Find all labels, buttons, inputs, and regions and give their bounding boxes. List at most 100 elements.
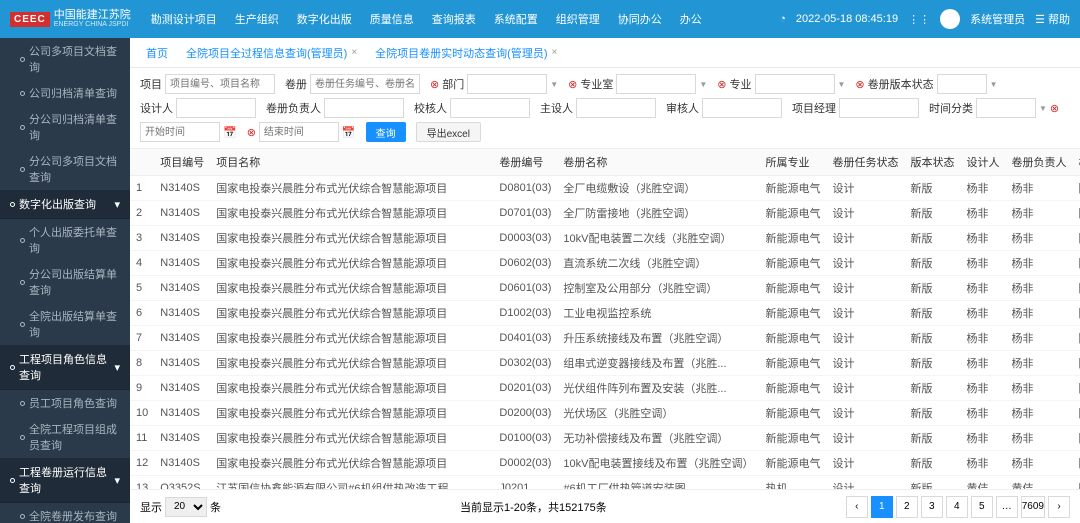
status-input[interactable] xyxy=(937,74,987,94)
sidebar-item[interactable]: 公司多项目文档查询 xyxy=(0,38,130,80)
page-3[interactable]: 3 xyxy=(921,496,943,518)
pagesize-select[interactable]: 20 xyxy=(165,497,207,517)
grid-icon[interactable]: ⋮⋮ xyxy=(908,13,930,26)
page-4[interactable]: 4 xyxy=(946,496,968,518)
clear-icon[interactable]: ⊗ xyxy=(430,78,439,91)
sidebar-group[interactable]: 工程项目角色信息查询▾ xyxy=(0,345,130,390)
menu-item[interactable]: 组织管理 xyxy=(556,11,600,27)
col-header[interactable]: 卷册负责人 xyxy=(1005,149,1072,176)
chevron-down-icon[interactable]: ▼ xyxy=(1039,104,1047,113)
col-header[interactable]: 设计人 xyxy=(960,149,1005,176)
approver-input[interactable] xyxy=(576,98,656,118)
close-icon[interactable]: × xyxy=(552,47,558,58)
menu-item[interactable]: 协同办公 xyxy=(618,11,662,27)
page-prev[interactable]: ‹ xyxy=(846,496,868,518)
spec-input[interactable] xyxy=(755,74,835,94)
page-1[interactable]: 1 xyxy=(871,496,893,518)
col-header[interactable]: 校核人 xyxy=(1072,149,1080,176)
sidebar-item[interactable]: 分公司归档清单查询 xyxy=(0,106,130,148)
table-row[interactable]: 3N3140S国家电投泰兴晨胜分布式光伏综合智慧能源项目D0003(03)10k… xyxy=(130,226,1080,251)
tab-1[interactable]: 全院项目全过程信息查询(管理员)× xyxy=(178,41,365,65)
checker-input[interactable] xyxy=(450,98,530,118)
chevron-down-icon[interactable]: ▼ xyxy=(550,80,558,89)
table-row[interactable]: 7N3140S国家电投泰兴晨胜分布式光伏综合智慧能源项目D0401(03)升压系… xyxy=(130,326,1080,351)
menu-item[interactable]: 勘测设计项目 xyxy=(151,11,217,27)
footer-bar: 显示 20 条 当前显示1-20条，共152175条 ‹ 1 2 3 4 5 …… xyxy=(130,489,1080,523)
table-row[interactable]: 13Q3352S江苏国信协鑫能源有限公司#6机组供热改造工程J0201#6机工厂… xyxy=(130,476,1080,490)
user-name[interactable]: 系统管理员 xyxy=(970,11,1025,27)
clear-icon[interactable]: ⊗ xyxy=(568,78,577,91)
sidebar-group[interactable]: 数字化出版查询▾ xyxy=(0,190,130,219)
pm-input[interactable] xyxy=(839,98,919,118)
vol-input[interactable] xyxy=(310,74,420,94)
page-ellipsis: … xyxy=(996,496,1018,518)
clear-icon[interactable]: ⊗ xyxy=(247,126,256,139)
table-row[interactable]: 5N3140S国家电投泰兴晨胜分布式光伏综合智慧能源项目D0601(03)控制室… xyxy=(130,276,1080,301)
help-link[interactable]: ☰ 帮助 xyxy=(1035,11,1070,27)
calendar-icon[interactable]: 📅 xyxy=(223,126,237,139)
col-header[interactable]: 卷册任务状态 xyxy=(826,149,904,176)
clear-icon[interactable]: ⊗ xyxy=(1050,102,1059,115)
table-row[interactable]: 9N3140S国家电投泰兴晨胜分布式光伏综合智慧能源项目D0201(03)光伏组… xyxy=(130,376,1080,401)
table-row[interactable]: 8N3140S国家电投泰兴晨胜分布式光伏综合智慧能源项目D0302(03)组串式… xyxy=(130,351,1080,376)
menu-item[interactable]: 查询报表 xyxy=(432,11,476,27)
timetype-input[interactable] xyxy=(976,98,1036,118)
start-input[interactable] xyxy=(140,122,220,142)
header-time: 2022-05-18 08:45:19 xyxy=(796,13,898,25)
page-2[interactable]: 2 xyxy=(896,496,918,518)
major-input[interactable] xyxy=(616,74,696,94)
sidebar: 公司多项目文档查询公司归档清单查询分公司归档清单查询分公司多项目文档查询数字化出… xyxy=(0,38,130,523)
sidebar-item[interactable]: 公司归档清单查询 xyxy=(0,80,130,106)
sidebar-item[interactable]: 分公司出版结算单查询 xyxy=(0,261,130,303)
sidebar-item[interactable]: 员工项目角色查询 xyxy=(0,390,130,416)
tab-2[interactable]: 全院项目卷册实时动态查询(管理员)× xyxy=(367,41,565,65)
avatar[interactable] xyxy=(940,9,960,29)
page-5[interactable]: 5 xyxy=(971,496,993,518)
search-button[interactable]: 查询 xyxy=(366,122,406,142)
table-row[interactable]: 10N3140S国家电投泰兴晨胜分布式光伏综合智慧能源项目D0200(03)光伏… xyxy=(130,401,1080,426)
sidebar-group[interactable]: 工程卷册运行信息查询▾ xyxy=(0,458,130,503)
table-row[interactable]: 12N3140S国家电投泰兴晨胜分布式光伏综合智慧能源项目D0002(03)10… xyxy=(130,451,1080,476)
menu-item[interactable]: 办公 xyxy=(680,11,702,27)
tab-home[interactable]: 首页 xyxy=(138,41,176,65)
clear-icon[interactable]: ⊗ xyxy=(855,78,864,91)
sidebar-item[interactable]: 个人出版委托单查询 xyxy=(0,219,130,261)
chevron-down-icon[interactable]: ▼ xyxy=(699,80,707,89)
table-row[interactable]: 6N3140S国家电投泰兴晨胜分布式光伏综合智慧能源项目D1002(03)工业电… xyxy=(130,301,1080,326)
table-row[interactable]: 2N3140S国家电投泰兴晨胜分布式光伏综合智慧能源项目D0701(03)全厂防… xyxy=(130,201,1080,226)
bullet-icon xyxy=(20,514,25,519)
chevron-down-icon[interactable]: ▼ xyxy=(990,80,998,89)
col-header[interactable]: 卷册名称 xyxy=(557,149,759,176)
menu-item[interactable]: 质量信息 xyxy=(370,11,414,27)
export-button[interactable]: 导出excel xyxy=(416,122,481,142)
menu-item[interactable]: 生产组织 xyxy=(235,11,279,27)
table-row[interactable]: 11N3140S国家电投泰兴晨胜分布式光伏综合智慧能源项目D0100(03)无功… xyxy=(130,426,1080,451)
col-header[interactable]: 卷册编号 xyxy=(493,149,557,176)
calendar-icon[interactable]: 📅 xyxy=(342,126,356,139)
proj-input[interactable] xyxy=(165,74,275,94)
col-header[interactable]: 项目名称 xyxy=(210,149,493,176)
owner-input[interactable] xyxy=(324,98,404,118)
sidebar-item[interactable]: 全院卷册发布查询 xyxy=(0,503,130,523)
bullet-icon xyxy=(20,280,25,285)
menu-item[interactable]: 系统配置 xyxy=(494,11,538,27)
menu-item[interactable]: 数字化出版 xyxy=(297,11,352,27)
close-icon[interactable]: × xyxy=(351,47,357,58)
clear-icon[interactable]: ⊗ xyxy=(717,78,726,91)
table-row[interactable]: 1N3140S国家电投泰兴晨胜分布式光伏综合智慧能源项目D0801(03)全厂电… xyxy=(130,176,1080,201)
sidebar-item[interactable]: 全院工程项目组成员查询 xyxy=(0,416,130,458)
content-area: 首页 全院项目全过程信息查询(管理员)× 全院项目卷册实时动态查询(管理员)× … xyxy=(130,38,1080,523)
sidebar-item[interactable]: 分公司多项目文档查询 xyxy=(0,148,130,190)
designer-input[interactable] xyxy=(176,98,256,118)
col-header[interactable]: 版本状态 xyxy=(904,149,960,176)
chevron-down-icon[interactable]: ▼ xyxy=(838,80,846,89)
page-next[interactable]: › xyxy=(1048,496,1070,518)
dept-input[interactable] xyxy=(467,74,547,94)
col-header[interactable]: 所属专业 xyxy=(759,149,826,176)
sidebar-item[interactable]: 全院出版结算单查询 xyxy=(0,303,130,345)
table-row[interactable]: 4N3140S国家电投泰兴晨胜分布式光伏综合智慧能源项目D0602(03)直流系… xyxy=(130,251,1080,276)
end-input[interactable] xyxy=(259,122,339,142)
auditor-input[interactable] xyxy=(702,98,782,118)
page-last[interactable]: 7609 xyxy=(1021,496,1045,518)
col-header[interactable]: 项目编号 xyxy=(154,149,210,176)
